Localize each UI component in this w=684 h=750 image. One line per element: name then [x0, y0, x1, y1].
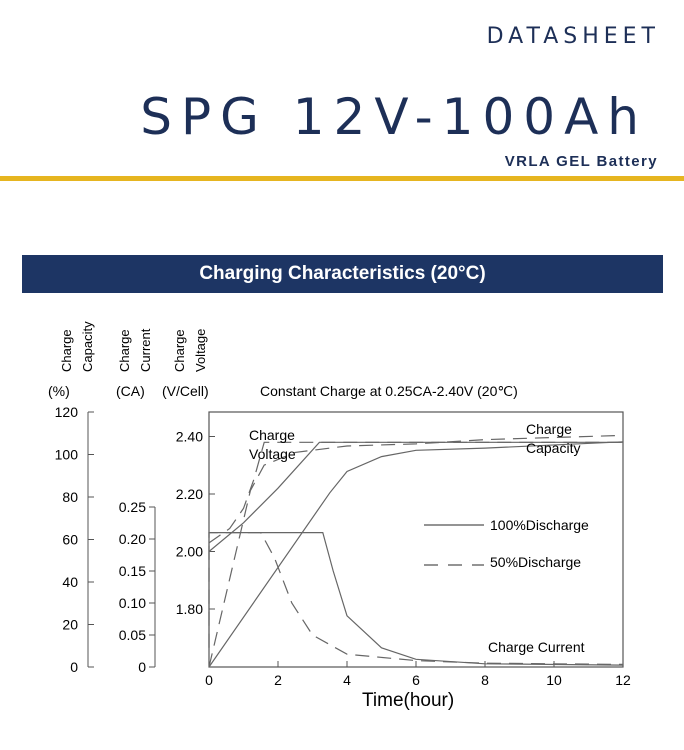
series-voltage-50 — [208, 441, 623, 544]
datasheet-label: DATASHEET — [486, 24, 660, 49]
annot-charge-voltage-2: Voltage — [249, 446, 296, 462]
x-tick-label: 6 — [412, 672, 420, 688]
charging-chart: Charge Capacity Charge Current Charge Vo… — [48, 321, 631, 711]
capacity-tick-label: 20 — [62, 617, 78, 633]
voltage-unit: (V/Cell) — [162, 383, 209, 399]
annot-charge-voltage-1: Charge — [249, 427, 295, 443]
legend-100-label: 100%Discharge — [490, 517, 589, 533]
voltage-tick-label: 2.00 — [176, 544, 203, 560]
current-tick-label: 0.20 — [119, 531, 146, 547]
x-tick-label: 8 — [481, 672, 489, 688]
model-subtitle: VRLA GEL Battery — [504, 153, 658, 170]
annot-charge-capacity-1: Charge — [526, 421, 572, 437]
capacity-tick-label: 60 — [62, 532, 78, 548]
x-tick-label: 12 — [615, 672, 631, 688]
current-tick-label: 0.05 — [119, 627, 146, 643]
capacity-tick-label: 0 — [70, 659, 78, 675]
x-tick-label: 0 — [205, 672, 213, 688]
current-unit: (CA) — [116, 383, 145, 399]
current-tick-label: 0.15 — [119, 563, 146, 579]
capacity-tick-label: 100 — [55, 447, 79, 463]
series-capacity-100 — [208, 441, 624, 668]
current-tick-label: 0.25 — [119, 499, 146, 515]
chart-title: Constant Charge at 0.25CA-2.40V (20℃) — [260, 383, 518, 399]
voltage-tick-label: 2.40 — [176, 429, 203, 445]
series-capacity-50 — [208, 434, 624, 668]
series-current-50 — [208, 532, 624, 665]
current-tick-label: 0 — [138, 659, 146, 675]
section-banner: Charging Characteristics (20°C) — [22, 255, 663, 293]
capacity-tick-label: 80 — [62, 489, 78, 505]
annot-charge-current: Charge Current — [488, 639, 585, 655]
capacity-axis-name-line1: Charge — [59, 329, 74, 372]
current-tick-label: 0.10 — [119, 595, 146, 611]
current-axis-name-line2: Current — [138, 328, 153, 372]
legend-50-label: 50%Discharge — [490, 554, 581, 570]
model-title: SPG 12V-100Ah — [140, 88, 648, 146]
x-tick-label: 10 — [546, 672, 562, 688]
voltage-tick-label: 2.20 — [176, 486, 203, 502]
x-tick-label: 4 — [343, 672, 351, 688]
voltage-axis-name-line1: Charge — [172, 329, 187, 372]
x-tick-label: 2 — [274, 672, 282, 688]
capacity-unit: (%) — [48, 383, 70, 399]
capacity-tick-label: 120 — [55, 404, 79, 420]
current-axis-name-line1: Charge — [117, 329, 132, 372]
x-axis-label: Time(hour) — [362, 690, 454, 711]
capacity-axis-name-line2: Capacity — [80, 321, 95, 372]
gold-divider — [0, 176, 684, 181]
capacity-tick-label: 40 — [62, 574, 78, 590]
annot-charge-capacity-2: Capacity — [526, 440, 580, 456]
voltage-axis-name-line2: Voltage — [193, 329, 208, 372]
series-current-100 — [208, 532, 624, 666]
voltage-tick-label: 1.80 — [176, 601, 203, 617]
